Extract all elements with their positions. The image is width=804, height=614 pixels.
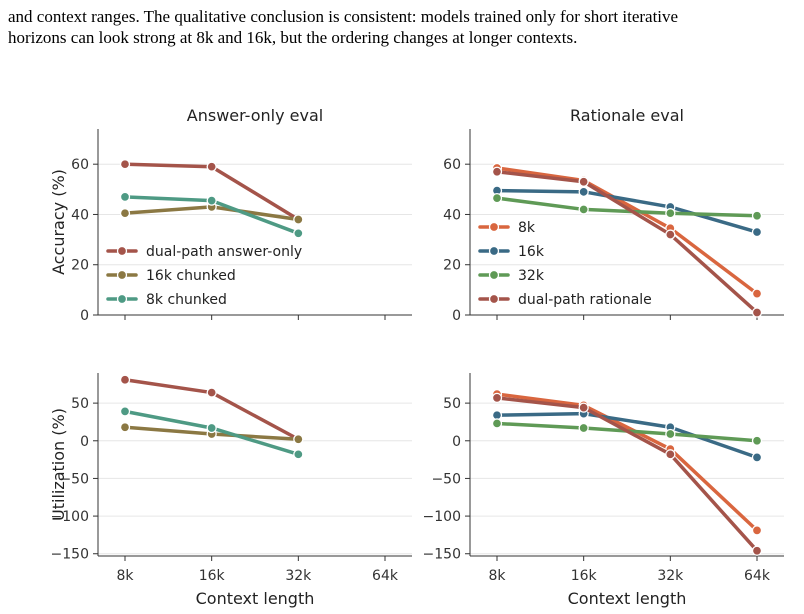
x-tick-label: 32k — [657, 568, 684, 584]
data-point — [119, 406, 131, 417]
legend-label: 16k — [518, 244, 545, 260]
paragraph-line-2: horizons can look strong at 8k and 16k, … — [8, 28, 578, 47]
series-line — [495, 169, 759, 315]
y-tick-label: 50 — [71, 396, 89, 412]
data-point — [751, 545, 763, 556]
data-point — [491, 392, 503, 404]
y-tick-label: 0 — [452, 308, 461, 324]
data-point — [578, 422, 589, 434]
y-tick-label: 60 — [71, 157, 89, 173]
y-tick-label: −150 — [51, 547, 89, 563]
data-point — [206, 422, 217, 434]
data-point — [751, 210, 763, 221]
data-point — [119, 374, 131, 385]
data-point — [751, 226, 763, 238]
series-line — [495, 166, 759, 296]
chart-title: Answer-only eval — [187, 106, 323, 125]
data-point — [293, 449, 304, 460]
data-point — [751, 288, 763, 299]
data-point — [578, 186, 589, 197]
data-point — [578, 402, 589, 413]
legend-marker — [116, 269, 128, 281]
x-axis-label: Context length — [196, 589, 315, 608]
data-point — [665, 229, 676, 240]
x-tick-label: 64k — [744, 568, 771, 584]
legend-label: 8k — [518, 220, 536, 236]
y-tick-label: −50 — [59, 471, 89, 487]
legend-label: 16k chunked — [146, 268, 236, 284]
legend-label: dual-path rationale — [518, 292, 652, 308]
y-tick-label: 40 — [443, 207, 461, 223]
y-tick-label: 0 — [452, 434, 461, 450]
legend-marker — [488, 221, 500, 233]
series-line — [495, 411, 759, 460]
y-tick-label: 20 — [443, 258, 461, 274]
x-tick-label: 8k — [488, 568, 506, 584]
data-point — [751, 307, 763, 318]
legend-label: dual-path answer-only — [146, 244, 302, 260]
data-point — [293, 434, 304, 445]
x-tick-label: 16k — [571, 568, 598, 584]
y-tick-label: −100 — [423, 509, 461, 525]
y-tick-label: 60 — [443, 157, 461, 173]
y-tick-label: 20 — [71, 258, 89, 274]
data-point — [293, 214, 304, 225]
legend-marker — [488, 269, 500, 281]
data-point — [119, 208, 131, 219]
y-tick-label: −50 — [431, 471, 461, 487]
legend-marker — [116, 245, 128, 257]
y-axis-label: Accuracy (%) — [49, 169, 68, 275]
legend-marker — [488, 245, 500, 257]
panel-top-right: 0 20 40 60 Rationale eval 8k 16k 32k dual-path r… — [443, 106, 784, 324]
data-point — [119, 191, 131, 203]
data-point — [119, 159, 131, 170]
panel-bottom-left: −150 −100 −50 0 50 8k 16k 32k 64k Context length U… — [49, 373, 412, 608]
x-tick-label: 8k — [116, 568, 134, 584]
data-point — [119, 422, 131, 433]
legend-label: 8k chunked — [146, 292, 227, 308]
y-tick-label: 40 — [71, 207, 89, 223]
body-paragraph: and context ranges. The qualitative conc… — [8, 6, 798, 48]
data-point — [491, 192, 503, 204]
series-line — [495, 188, 759, 234]
data-point — [293, 228, 304, 239]
data-point — [751, 435, 763, 446]
chart-title: Rationale eval — [570, 106, 684, 125]
data-point — [206, 387, 217, 398]
panel-top-left: 0 20 40 60 Answer-only eval Accuracy (%) dual-… — [49, 106, 412, 324]
legend-marker — [116, 293, 128, 305]
data-point — [491, 418, 503, 429]
legend-marker — [488, 293, 500, 305]
data-point — [578, 176, 589, 187]
data-point — [751, 452, 763, 463]
y-tick-label: 0 — [80, 308, 89, 324]
data-point — [206, 195, 217, 206]
data-point — [665, 428, 676, 440]
paragraph-line-1: and context ranges. The qualitative conc… — [8, 7, 679, 26]
x-axis-label: Context length — [568, 589, 687, 608]
panel-bottom-right: −150 −100 −50 0 50 8k 16k 32k 64k Context length — [423, 373, 784, 608]
series-line — [495, 396, 759, 553]
series-line — [495, 196, 759, 218]
x-tick-label: 64k — [372, 568, 399, 584]
y-tick-label: 50 — [443, 396, 461, 412]
y-axis-label: Utilization (%) — [49, 408, 68, 521]
x-tick-label: 16k — [199, 568, 226, 584]
data-point — [206, 161, 217, 172]
data-point — [578, 204, 589, 215]
y-tick-label: 0 — [80, 434, 89, 450]
data-point — [751, 525, 763, 536]
x-tick-label: 32k — [285, 568, 312, 584]
series-line — [495, 392, 759, 533]
data-point — [665, 449, 676, 460]
y-tick-label: −100 — [51, 509, 89, 525]
legend-label: 32k — [518, 268, 545, 284]
data-point — [665, 208, 676, 219]
y-tick-label: −150 — [423, 547, 461, 563]
data-point — [491, 166, 503, 177]
